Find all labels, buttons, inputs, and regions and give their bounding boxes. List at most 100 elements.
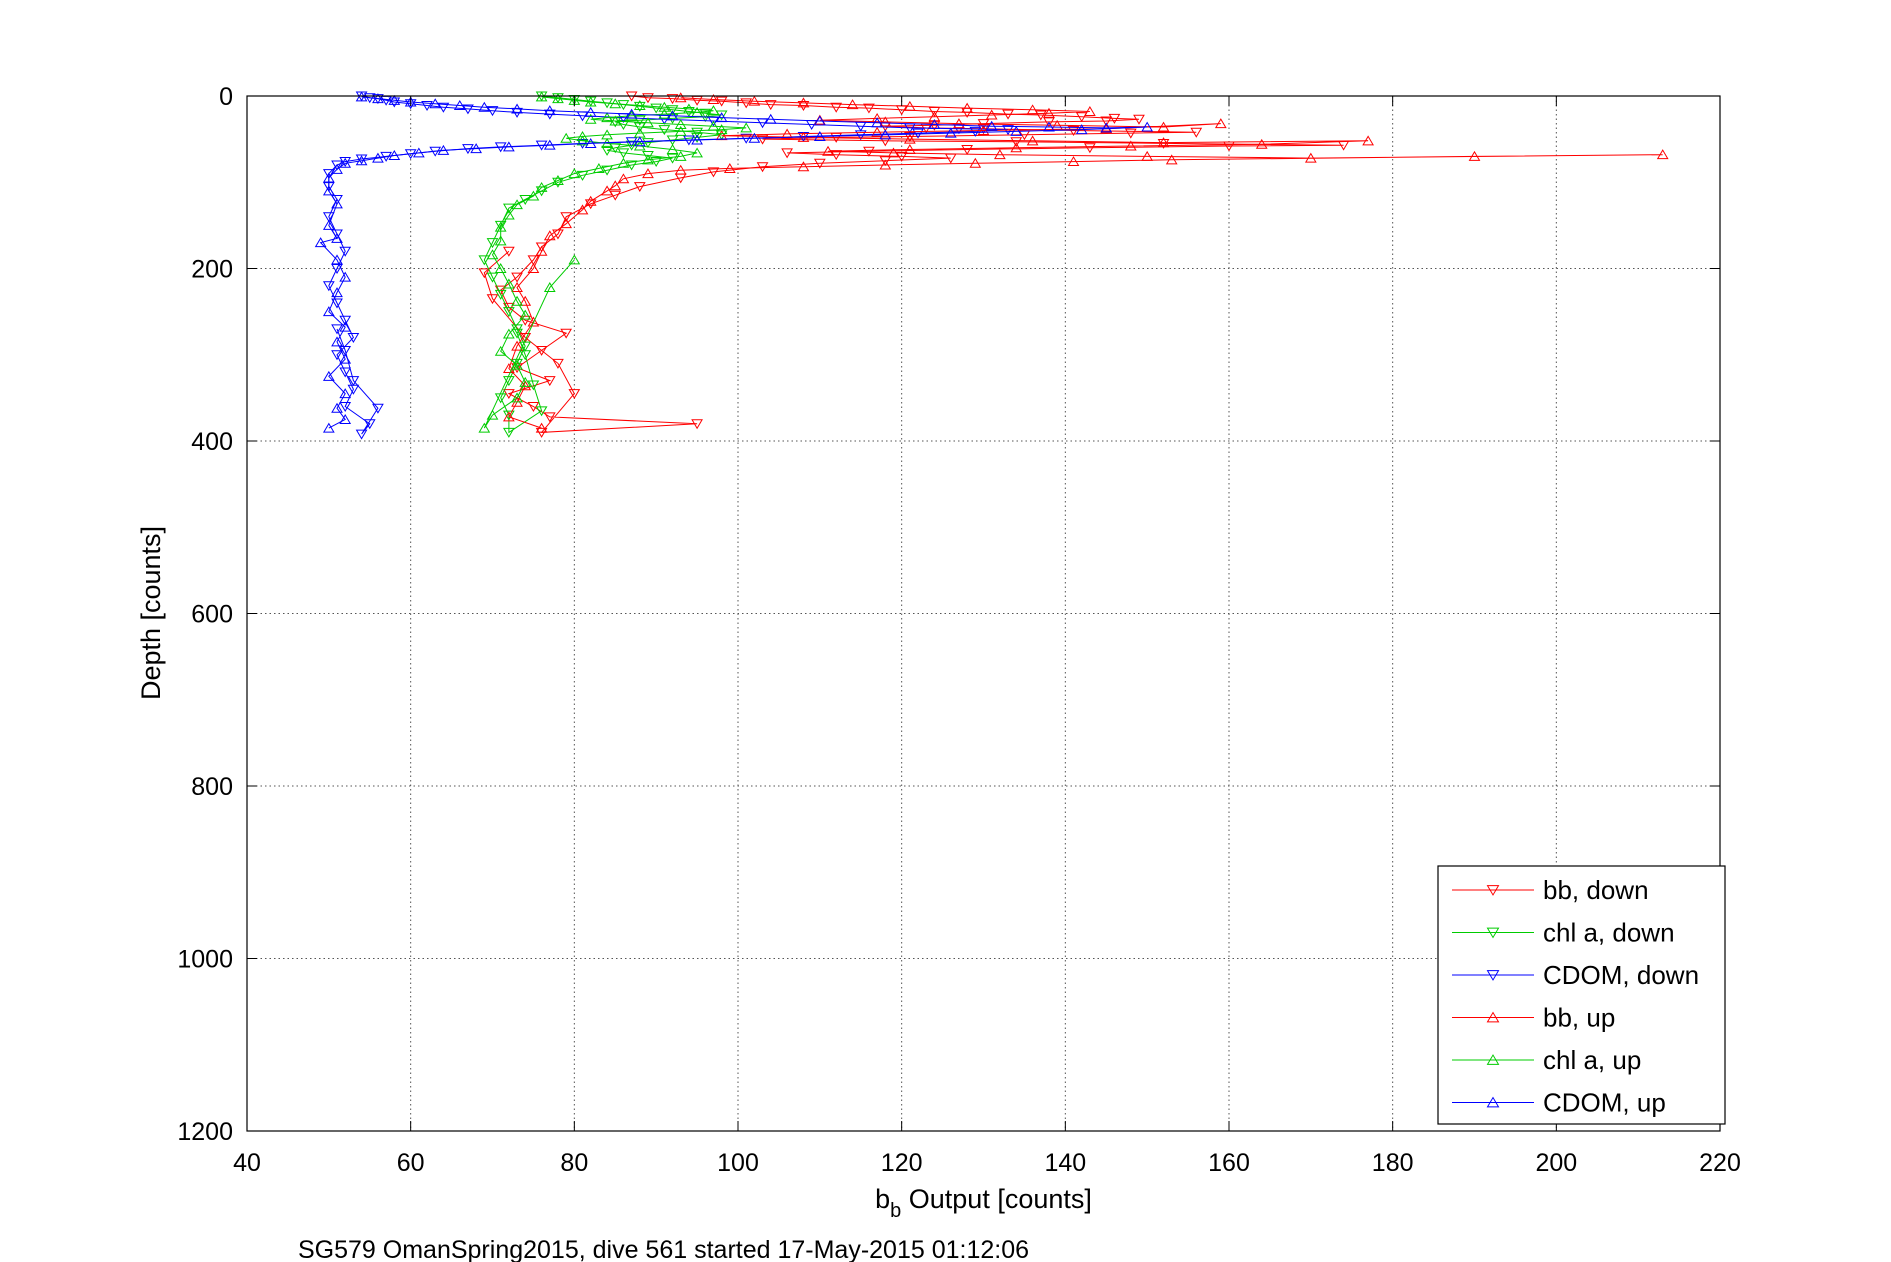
data-point xyxy=(560,218,573,229)
data-point xyxy=(1067,156,1080,167)
data-point xyxy=(707,93,720,104)
data-point xyxy=(339,157,352,168)
data-point xyxy=(1100,116,1113,127)
data-point xyxy=(511,199,523,210)
legend-item: CDOM, down xyxy=(1452,960,1699,990)
data-point xyxy=(527,255,540,266)
data-point xyxy=(584,137,597,148)
data-point xyxy=(502,209,515,220)
series-line xyxy=(483,95,722,434)
data-point xyxy=(633,115,646,126)
legend-label: CDOM, down xyxy=(1543,960,1699,990)
data-point xyxy=(568,389,581,400)
data-point xyxy=(642,151,654,161)
data-point xyxy=(1124,128,1137,139)
data-point xyxy=(347,333,360,343)
data-point xyxy=(797,100,810,111)
legend-marker xyxy=(1486,927,1500,939)
data-point xyxy=(715,112,728,123)
data-point xyxy=(813,158,826,169)
data-point xyxy=(462,104,474,115)
data-point xyxy=(322,422,335,433)
series-line xyxy=(508,97,1663,429)
data-point xyxy=(1075,112,1088,123)
data-point xyxy=(502,411,515,422)
data-point xyxy=(355,154,368,165)
data-point xyxy=(568,254,581,265)
data-point xyxy=(502,389,515,400)
data-point xyxy=(584,96,597,107)
x-tick-label: 200 xyxy=(1535,1149,1577,1177)
data-point xyxy=(1100,122,1113,133)
data-point xyxy=(331,402,343,413)
legend-item: bb, up xyxy=(1452,1003,1615,1033)
legend-label: bb, up xyxy=(1543,1003,1615,1033)
data-point xyxy=(470,143,483,154)
data-point xyxy=(699,108,712,119)
data-point xyxy=(969,126,982,137)
data-point xyxy=(486,272,499,283)
data-point xyxy=(372,403,384,414)
data-point xyxy=(339,246,352,257)
data-point xyxy=(511,359,523,370)
data-point xyxy=(781,148,793,159)
data-point xyxy=(322,306,335,317)
data-point xyxy=(502,410,515,421)
data-point xyxy=(339,271,352,282)
data-point xyxy=(1304,152,1317,163)
data-point xyxy=(1084,143,1096,154)
data-point xyxy=(535,345,548,356)
data-point xyxy=(961,144,974,155)
data-series xyxy=(314,91,1669,440)
data-point xyxy=(928,120,941,131)
data-point xyxy=(560,212,573,223)
data-point xyxy=(871,117,883,128)
data-point xyxy=(527,316,540,327)
data-point xyxy=(437,102,450,113)
data-point xyxy=(961,102,974,113)
data-point xyxy=(519,195,532,205)
data-point xyxy=(511,392,523,403)
data-point xyxy=(519,295,532,306)
data-point xyxy=(339,321,352,332)
data-point xyxy=(707,120,720,131)
data-point xyxy=(928,118,941,129)
data-point xyxy=(322,172,335,183)
data-point xyxy=(683,103,695,114)
data-point xyxy=(609,180,622,191)
legend-marker xyxy=(1486,970,1500,981)
data-point xyxy=(527,380,540,391)
data-point xyxy=(674,92,687,103)
data-point xyxy=(511,295,523,306)
data-point xyxy=(666,110,679,121)
data-point xyxy=(1468,150,1481,161)
data-point xyxy=(985,109,998,120)
data-point xyxy=(339,367,352,378)
data-point xyxy=(642,168,654,179)
data-point xyxy=(748,95,761,106)
y-tick-label: 0 xyxy=(219,83,233,111)
data-point xyxy=(642,93,654,104)
data-point xyxy=(535,406,548,417)
data-point xyxy=(707,105,720,116)
data-point xyxy=(903,100,916,111)
data-point xyxy=(879,129,892,140)
data-point xyxy=(584,113,597,124)
legend-label: CDOM, up xyxy=(1543,1088,1666,1118)
data-point xyxy=(903,143,916,154)
data-point xyxy=(527,402,540,412)
data-point xyxy=(339,345,352,356)
data-point xyxy=(535,427,548,438)
grid-lines xyxy=(247,96,1720,1131)
data-point xyxy=(756,162,769,173)
data-point xyxy=(674,125,687,136)
data-point xyxy=(322,212,335,223)
data-point xyxy=(388,94,401,105)
data-point xyxy=(1141,121,1154,132)
y-tick-label: 600 xyxy=(191,601,233,629)
x-tick-label: 60 xyxy=(397,1149,425,1177)
legend-box xyxy=(1437,865,1726,1125)
data-point xyxy=(674,150,687,161)
data-point xyxy=(1157,121,1170,132)
